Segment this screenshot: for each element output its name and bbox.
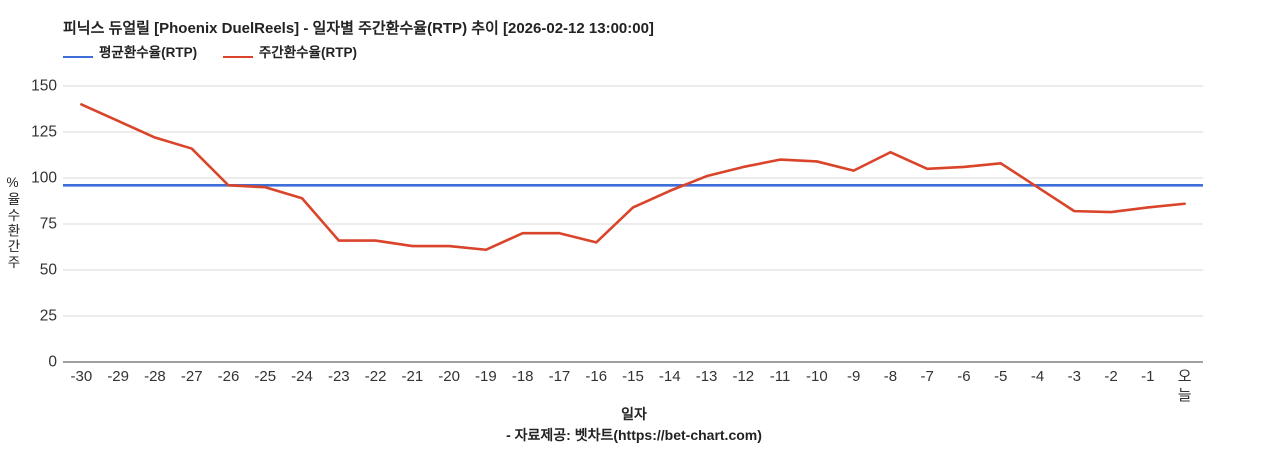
svg-text:-29: -29	[107, 368, 129, 385]
svg-text:-19: -19	[475, 368, 497, 385]
svg-text:-15: -15	[622, 368, 644, 385]
svg-text:0: 0	[48, 354, 57, 371]
svg-text:-5: -5	[994, 368, 1007, 385]
svg-text:늘: 늘	[1178, 387, 1192, 404]
svg-text:-27: -27	[181, 368, 203, 385]
svg-text:-24: -24	[291, 368, 313, 385]
svg-text:-30: -30	[71, 368, 93, 385]
svg-text:-22: -22	[365, 368, 387, 385]
svg-text:125: 125	[31, 124, 57, 141]
svg-text:-9: -9	[847, 368, 860, 385]
svg-text:-1: -1	[1141, 368, 1154, 385]
svg-text:-23: -23	[328, 368, 350, 385]
svg-text:-10: -10	[806, 368, 828, 385]
svg-text:-4: -4	[1031, 368, 1044, 385]
svg-text:-11: -11	[770, 368, 791, 385]
svg-text:-16: -16	[585, 368, 607, 385]
svg-text:-25: -25	[254, 368, 276, 385]
svg-text:-18: -18	[512, 368, 534, 385]
svg-text:-12: -12	[732, 368, 754, 385]
svg-text:-8: -8	[884, 368, 897, 385]
svg-text:25: 25	[40, 308, 57, 325]
svg-text:-20: -20	[438, 368, 460, 385]
svg-text:-14: -14	[659, 368, 681, 385]
svg-text:-3: -3	[1068, 368, 1081, 385]
svg-text:50: 50	[40, 262, 58, 279]
svg-text:150: 150	[31, 78, 57, 95]
svg-text:-28: -28	[144, 368, 166, 385]
svg-text:-7: -7	[921, 368, 934, 385]
svg-text:-2: -2	[1104, 368, 1117, 385]
svg-text:오: 오	[1178, 368, 1192, 385]
svg-text:-13: -13	[696, 368, 718, 385]
svg-text:-6: -6	[957, 368, 970, 385]
svg-text:-17: -17	[549, 368, 571, 385]
svg-text:-21: -21	[402, 368, 424, 385]
svg-text:75: 75	[40, 216, 57, 233]
svg-text:-26: -26	[218, 368, 240, 385]
svg-text:100: 100	[31, 170, 57, 187]
